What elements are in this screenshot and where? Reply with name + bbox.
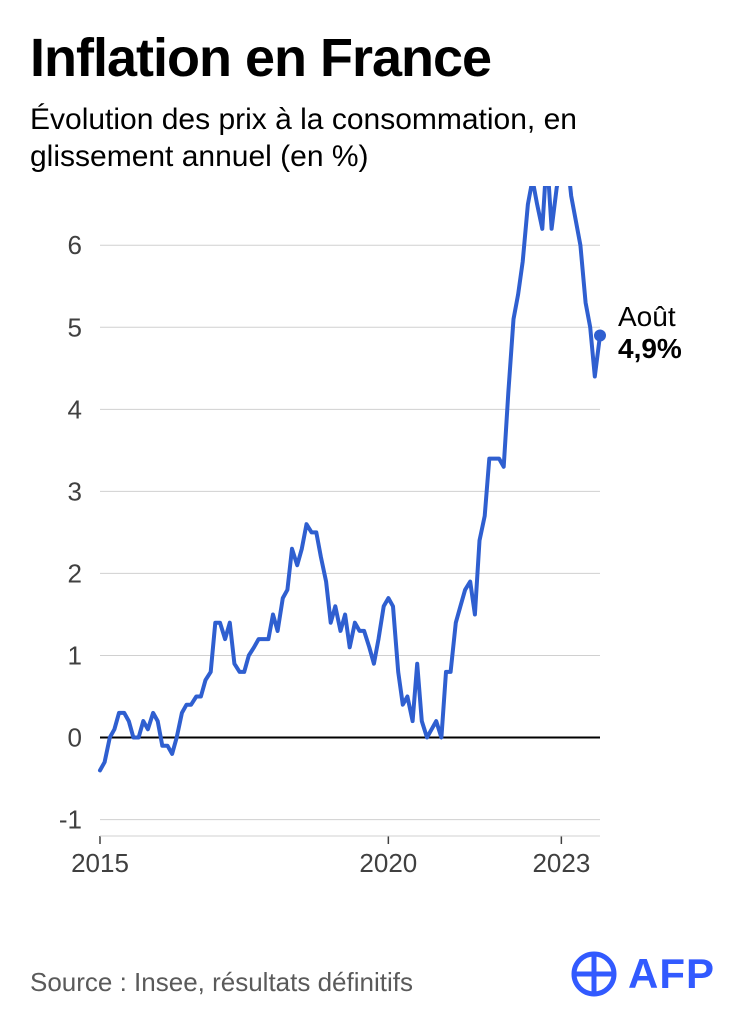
svg-text:2023: 2023 [532, 848, 590, 876]
svg-text:2: 2 [68, 558, 82, 588]
afp-logo-text: AFP [628, 950, 715, 998]
svg-text:4: 4 [68, 394, 82, 424]
svg-text:0: 0 [68, 722, 82, 752]
svg-text:1: 1 [68, 640, 82, 670]
chart-title: Inflation en France [30, 30, 715, 87]
svg-text:2015: 2015 [71, 848, 129, 876]
svg-text:6: 6 [68, 230, 82, 260]
svg-text:3: 3 [68, 476, 82, 506]
afp-logo-icon [570, 950, 618, 998]
end-callout: Août 4,9% [618, 301, 682, 365]
line-chart: -1 0 1 2 3 4 5 6 2015 2020 2023 Août 4,9% [30, 186, 715, 876]
afp-logo: AFP [570, 950, 715, 998]
svg-text:2020: 2020 [359, 848, 417, 876]
chart-subtitle: Évolution des prix à la consommation, en… [30, 101, 715, 176]
svg-text:5: 5 [68, 312, 82, 342]
svg-text:-1: -1 [59, 804, 82, 834]
chart-svg: -1 0 1 2 3 4 5 6 2015 2020 2023 [30, 186, 715, 876]
callout-value: 4,9% [618, 333, 682, 365]
callout-month: Août [618, 301, 682, 333]
source-text: Source : Insee, résultats définitifs [30, 967, 413, 998]
